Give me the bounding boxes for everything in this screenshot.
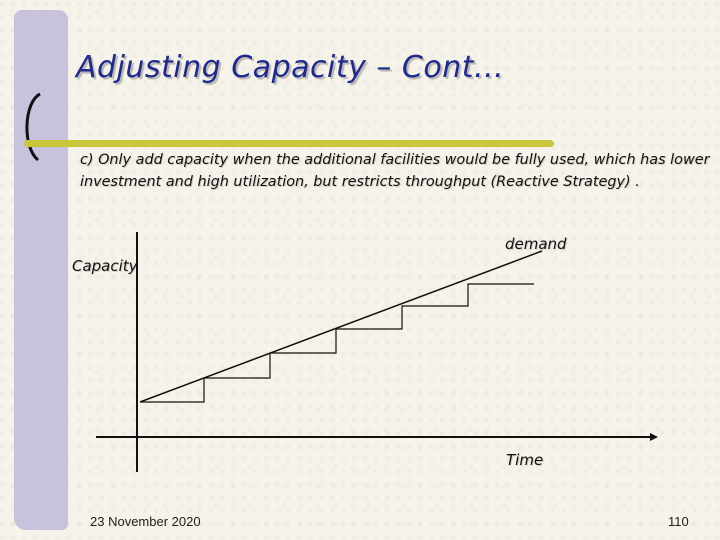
bracket-decoration [25, 92, 41, 162]
slide-title: Adjusting Capacity – Cont... [76, 50, 505, 85]
capacity-step-line [140, 283, 534, 403]
x-axis-label: Time [506, 451, 544, 469]
demand-label: demand [505, 235, 567, 253]
demand-line [139, 250, 543, 403]
page-number: 110 [668, 514, 689, 529]
title-underline [24, 140, 554, 147]
x-axis-arrow [650, 433, 658, 441]
body-text: c) Only add capacity when the additional… [80, 152, 710, 190]
footer-date: 23 November 2020 [90, 514, 201, 529]
y-axis-label: Capacity [72, 257, 138, 275]
left-decorative-band [14, 10, 68, 530]
